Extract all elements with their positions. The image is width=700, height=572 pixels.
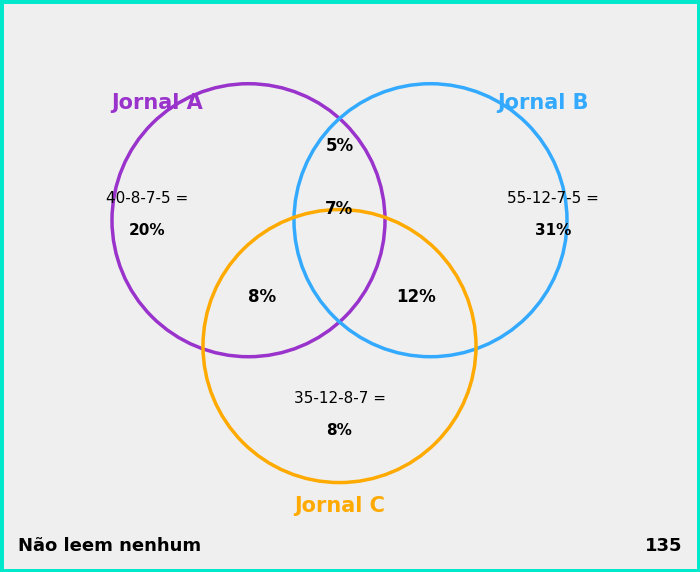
Text: Jornal B: Jornal B — [497, 93, 588, 113]
Text: 135: 135 — [645, 537, 682, 555]
Text: 8%: 8% — [248, 288, 276, 307]
Text: 35-12-8-7 =: 35-12-8-7 = — [293, 391, 386, 406]
Text: 5%: 5% — [326, 137, 354, 155]
Text: 8%: 8% — [327, 423, 352, 438]
Text: 20%: 20% — [129, 223, 165, 238]
Text: Não leem nenhum: Não leem nenhum — [18, 537, 201, 555]
Text: 31%: 31% — [535, 223, 571, 238]
Text: 12%: 12% — [397, 288, 436, 307]
Text: 40-8-7-5 =: 40-8-7-5 = — [106, 191, 188, 206]
Text: Jornal A: Jornal A — [111, 93, 204, 113]
Text: Jornal C: Jornal C — [294, 496, 385, 516]
Text: 7%: 7% — [326, 200, 354, 218]
Text: 55-12-7-5 =: 55-12-7-5 = — [507, 191, 599, 206]
